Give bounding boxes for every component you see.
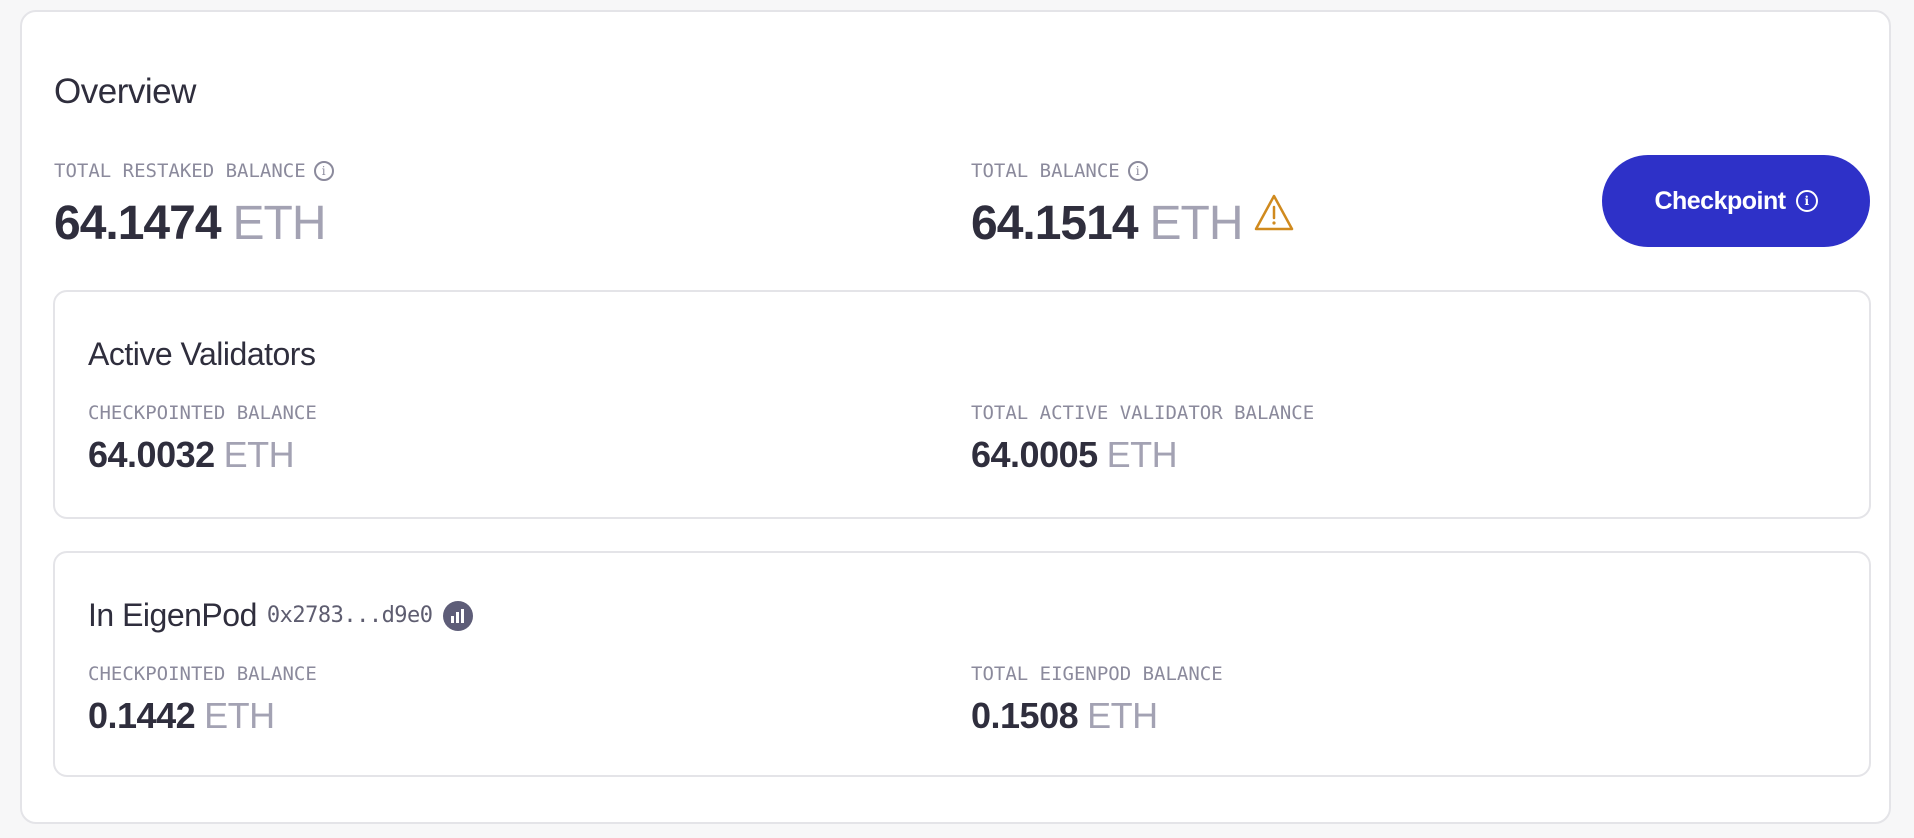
total-active-validator-balance-label: TOTAL ACTIVE VALIDATOR BALANCE [971, 402, 1315, 424]
card-title: In EigenPod [88, 597, 257, 633]
total-restaked-label: TOTAL RESTAKED BALANCE [54, 160, 306, 182]
overview-panel: Overview TOTAL RESTAKED BALANCE i 64.1474… [20, 10, 1891, 824]
info-icon[interactable]: i [313, 161, 334, 181]
checkpointed-balance-label: CHECKPOINTED BALANCE [88, 663, 317, 685]
checkpoint-label: Checkpoint [1654, 186, 1786, 215]
unit: ETH [204, 695, 275, 736]
eigenpod-address[interactable]: 0x2783...d9e0 [266, 603, 433, 628]
unit: ETH [1106, 434, 1178, 475]
checkpoint-button[interactable]: Checkpoint i [1602, 155, 1870, 247]
eigenpod-card: In EigenPod 0x2783...d9e0 CHECKPOINTED B… [53, 551, 1871, 777]
info-icon[interactable]: i [1127, 161, 1148, 181]
checkpointed-balance-value: 64.0032 [88, 434, 215, 475]
active-validators-card: Active Validators CHECKPOINTED BALANCE 6… [53, 290, 1871, 519]
total-balance-label: TOTAL BALANCE [971, 160, 1120, 182]
unit: ETH [232, 197, 327, 250]
unit: ETH [223, 434, 295, 475]
total-restaked-value: 64.1474 [54, 197, 222, 250]
unit: ETH [1149, 197, 1244, 250]
total-balance-stat: TOTAL BALANCE i 64.1514 ETH [971, 160, 1295, 251]
checkpointed-balance-label: CHECKPOINTED BALANCE [88, 402, 317, 424]
page-title: Overview [54, 72, 196, 111]
checkpointed-balance-value: 0.1442 [88, 695, 196, 736]
unit: ETH [1087, 695, 1158, 736]
total-restaked-stat: TOTAL RESTAKED BALANCE i 64.1474 ETH [54, 160, 334, 251]
total-active-validator-balance-value: 64.0005 [971, 434, 1098, 475]
total-eigenpod-balance-label: TOTAL EIGENPOD BALANCE [971, 663, 1223, 685]
total-balance-value: 64.1514 [971, 197, 1139, 250]
warning-triangle-icon[interactable] [1253, 190, 1295, 245]
block-explorer-icon[interactable] [442, 600, 473, 631]
info-icon: i [1795, 190, 1818, 212]
total-eigenpod-balance-value: 0.1508 [971, 695, 1079, 736]
card-title: Active Validators [88, 336, 316, 372]
